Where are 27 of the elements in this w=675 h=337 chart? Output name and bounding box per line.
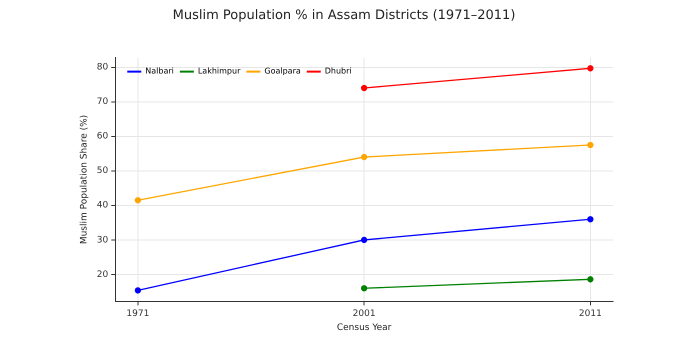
x-tick-label: 2001 — [352, 309, 376, 320]
y-tick-label: 30 — [96, 235, 109, 246]
point — [360, 285, 368, 292]
chart-title: Muslim Population % in Assam Districts (1971–2011) — [172, 8, 516, 24]
y-tick-label: 60 — [96, 132, 109, 142]
x-tick-label: 2011 — [578, 309, 602, 320]
y-tick-label: 20 — [96, 270, 109, 280]
y-tick-label: 80 — [96, 62, 109, 73]
point — [360, 236, 368, 244]
point — [587, 142, 594, 148]
y-tick-label: 40 — [96, 200, 109, 211]
x-tick-label: 1971 — [126, 309, 150, 320]
point — [587, 216, 594, 222]
y-axis-title: Muslim Population Share (%) — [80, 114, 90, 244]
y-tick-label: 50 — [96, 166, 109, 176]
point — [587, 276, 594, 282]
point — [134, 197, 142, 204]
point — [587, 65, 594, 72]
point — [360, 84, 368, 92]
point — [134, 287, 142, 294]
x-axis-title: Census Year — [336, 322, 392, 333]
legend-label: Lakhimpur — [198, 66, 242, 76]
legend-label: Nalbari — [145, 66, 174, 76]
legend-label: Goalpara — [264, 66, 301, 76]
y-tick-label: 70 — [96, 97, 109, 108]
legend-label: Dhubri — [324, 66, 352, 76]
point — [360, 154, 368, 160]
